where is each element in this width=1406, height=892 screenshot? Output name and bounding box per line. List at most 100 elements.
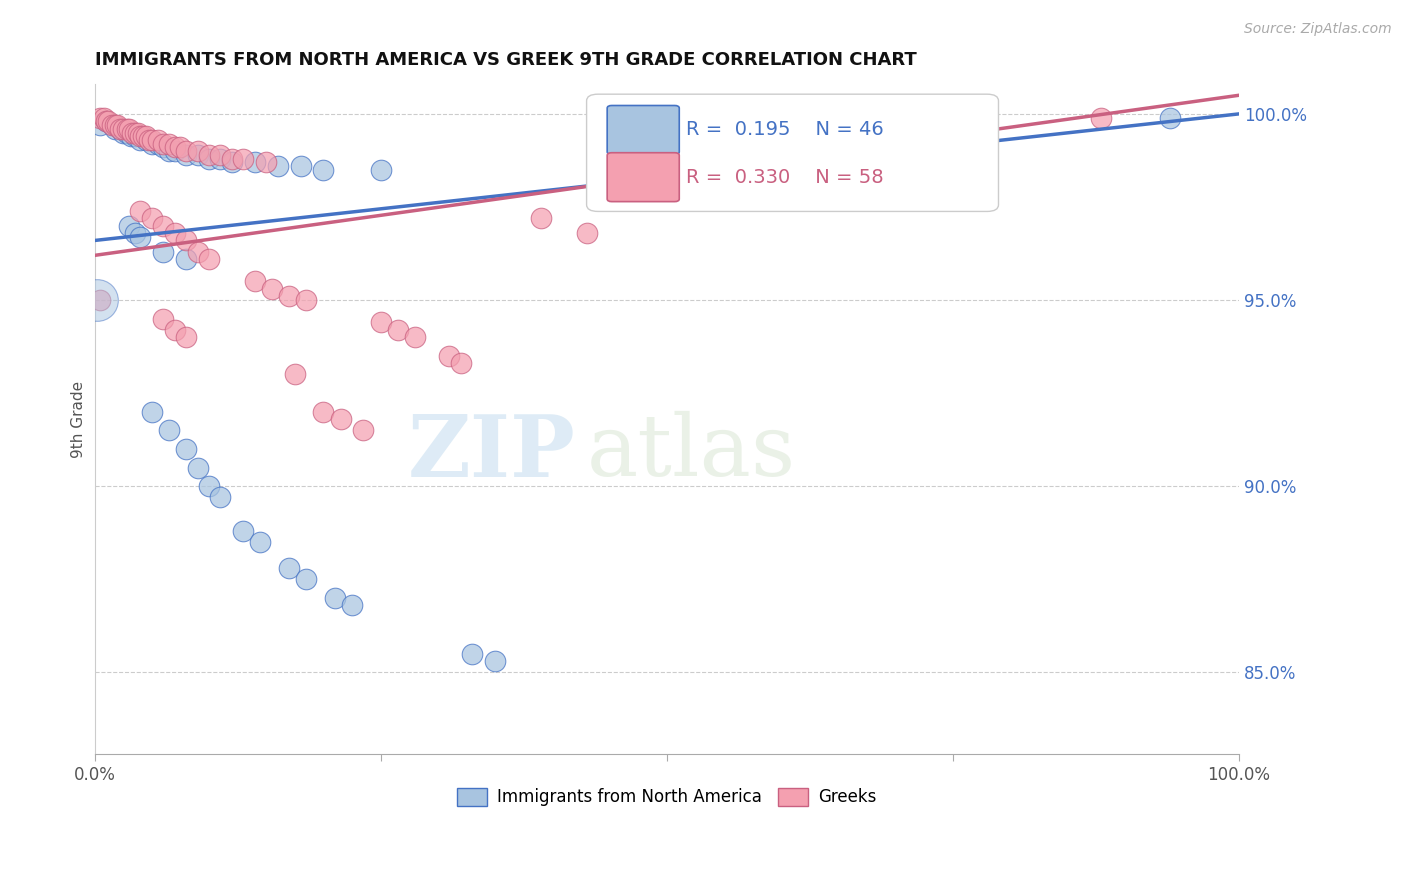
Text: IMMIGRANTS FROM NORTH AMERICA VS GREEK 9TH GRADE CORRELATION CHART: IMMIGRANTS FROM NORTH AMERICA VS GREEK 9… bbox=[94, 51, 917, 69]
Point bbox=[146, 133, 169, 147]
Point bbox=[115, 126, 138, 140]
Point bbox=[174, 148, 197, 162]
Point bbox=[450, 356, 472, 370]
Point bbox=[112, 121, 135, 136]
Point bbox=[329, 412, 352, 426]
Text: Source: ZipAtlas.com: Source: ZipAtlas.com bbox=[1244, 22, 1392, 37]
Point bbox=[461, 647, 484, 661]
Point bbox=[260, 282, 283, 296]
Point bbox=[107, 118, 129, 132]
Point bbox=[163, 144, 186, 158]
Point bbox=[174, 330, 197, 344]
Point bbox=[404, 330, 426, 344]
Point bbox=[370, 162, 392, 177]
Point bbox=[104, 118, 127, 132]
Point bbox=[174, 442, 197, 456]
Point bbox=[221, 152, 243, 166]
Point bbox=[254, 155, 277, 169]
Point bbox=[152, 219, 174, 233]
Point bbox=[187, 244, 209, 259]
Point bbox=[198, 252, 221, 266]
Point bbox=[138, 133, 160, 147]
Point bbox=[198, 148, 221, 162]
Point bbox=[129, 129, 152, 144]
Point bbox=[174, 234, 197, 248]
Point bbox=[278, 289, 301, 303]
Point bbox=[439, 349, 461, 363]
Point bbox=[266, 159, 288, 173]
Point bbox=[174, 252, 197, 266]
Y-axis label: 9th Grade: 9th Grade bbox=[72, 381, 86, 458]
Point bbox=[131, 129, 153, 144]
Point bbox=[209, 148, 232, 162]
Point bbox=[121, 126, 143, 140]
Point bbox=[118, 219, 141, 233]
Point bbox=[249, 535, 271, 549]
FancyBboxPatch shape bbox=[607, 153, 679, 202]
Point bbox=[93, 111, 115, 125]
FancyBboxPatch shape bbox=[586, 95, 998, 211]
Point bbox=[169, 140, 191, 154]
Point bbox=[152, 140, 174, 154]
Point bbox=[100, 118, 122, 132]
Point bbox=[115, 121, 138, 136]
Point bbox=[370, 315, 392, 329]
Point bbox=[129, 133, 152, 147]
Point bbox=[141, 211, 163, 226]
Point bbox=[89, 111, 111, 125]
Point bbox=[353, 423, 375, 437]
Text: R =  0.330    N = 58: R = 0.330 N = 58 bbox=[686, 168, 884, 186]
Point bbox=[118, 121, 141, 136]
Text: atlas: atlas bbox=[586, 411, 796, 494]
Point bbox=[1159, 111, 1181, 125]
Point bbox=[1090, 111, 1112, 125]
Point bbox=[221, 155, 243, 169]
Point bbox=[141, 405, 163, 419]
Point bbox=[135, 129, 157, 144]
Point bbox=[157, 423, 180, 437]
Legend: Immigrants from North America, Greeks: Immigrants from North America, Greeks bbox=[450, 780, 883, 813]
Point bbox=[232, 524, 254, 538]
Point bbox=[243, 155, 266, 169]
Point bbox=[141, 133, 163, 147]
Point bbox=[187, 460, 209, 475]
Point bbox=[243, 275, 266, 289]
Point bbox=[340, 599, 363, 613]
Point bbox=[89, 293, 111, 307]
Point bbox=[530, 211, 553, 226]
Point bbox=[97, 114, 120, 128]
Point bbox=[86, 293, 108, 307]
Point bbox=[157, 144, 180, 158]
Text: ZIP: ZIP bbox=[408, 410, 575, 495]
Point bbox=[100, 118, 122, 132]
Point bbox=[209, 491, 232, 505]
Point bbox=[112, 126, 135, 140]
Point bbox=[141, 136, 163, 151]
Point bbox=[295, 293, 318, 307]
Point bbox=[295, 572, 318, 586]
Point bbox=[163, 226, 186, 240]
Point bbox=[387, 323, 409, 337]
Point bbox=[152, 244, 174, 259]
Point bbox=[198, 479, 221, 493]
Point bbox=[284, 368, 307, 382]
Point bbox=[124, 226, 146, 240]
Point bbox=[94, 114, 117, 128]
Point bbox=[323, 591, 346, 605]
Point bbox=[312, 162, 335, 177]
Point bbox=[312, 405, 335, 419]
Point bbox=[232, 152, 254, 166]
Point bbox=[187, 144, 209, 158]
Point bbox=[129, 203, 152, 218]
Point bbox=[89, 118, 111, 132]
Point bbox=[108, 121, 131, 136]
Point bbox=[209, 152, 232, 166]
Point bbox=[157, 136, 180, 151]
Point bbox=[135, 133, 157, 147]
Point bbox=[163, 140, 186, 154]
Point bbox=[163, 323, 186, 337]
Point bbox=[129, 229, 152, 244]
Point bbox=[124, 126, 146, 140]
Point bbox=[146, 136, 169, 151]
Text: R =  0.195    N = 46: R = 0.195 N = 46 bbox=[686, 120, 884, 139]
